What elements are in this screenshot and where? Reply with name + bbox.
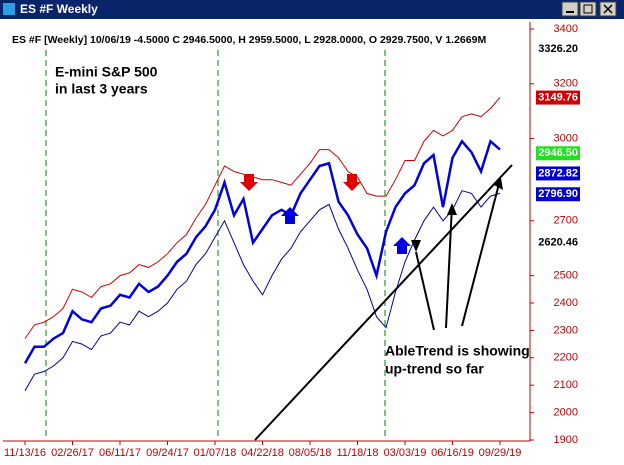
price-marker-box [536, 42, 580, 57]
window-title: ES #F Weekly [20, 2, 98, 16]
price-marker-label: 2796.90 [538, 188, 578, 200]
x-tick-label: 03/03/19 [384, 447, 427, 459]
y-tick-label: 2000 [554, 407, 578, 419]
annotation: E-mini S&P 500 [55, 64, 158, 80]
series-line [24, 97, 501, 339]
y-tick-label: 3400 [554, 23, 578, 35]
y-tick-label: 1900 [554, 434, 578, 446]
sell-arrow [343, 174, 361, 191]
price-marker-label: 2620.46 [538, 237, 578, 249]
y-tick-label: 2400 [554, 297, 578, 309]
annotation: in last 3 years [55, 81, 148, 97]
x-tick-label: 11/18/18 [336, 447, 378, 459]
y-tick-label: 2700 [554, 215, 578, 227]
x-tick-label: 08/05/18 [289, 447, 332, 459]
minimize-button[interactable] [561, 1, 579, 17]
price-marker-box [536, 187, 580, 202]
annotation: AbleTrend is showing [385, 343, 530, 359]
y-tick-label: 3200 [554, 78, 578, 90]
price-marker-box [536, 90, 580, 105]
y-tick-label: 3000 [554, 133, 578, 145]
window-buttons [561, 1, 617, 17]
x-tick-label: 09/24/17 [146, 447, 189, 459]
trend-line [254, 164, 513, 441]
price-marker-box [536, 166, 580, 181]
close-icon [603, 4, 613, 14]
y-tick-label: 2100 [554, 379, 578, 391]
y-tick-label: 2500 [554, 270, 578, 282]
app-icon [3, 3, 15, 15]
price-marker-label: 2872.82 [538, 167, 578, 179]
x-tick-label: 01/07/18 [194, 447, 237, 459]
x-tick-label: 02/26/17 [51, 447, 94, 459]
drawings [240, 164, 513, 441]
price-marker-label: 3149.76 [538, 91, 578, 103]
price-marker-label: 3326.20 [538, 43, 578, 55]
pointer-lines [415, 179, 501, 331]
x-tick-label: 11/13/16 [4, 447, 46, 459]
x-tick-label: 09/29/19 [479, 447, 522, 459]
title-bar [0, 0, 624, 19]
x-tick-label: 06/16/19 [431, 447, 474, 459]
plot: 1900 2000 2100 2200 2300 2400 2500 2700 3000 3200… [4, 23, 580, 459]
y-tick-label: 2200 [554, 352, 578, 364]
year-dividers [45, 50, 386, 440]
x-tick-label: 04/22/18 [241, 447, 284, 459]
price-marker-box [536, 146, 580, 161]
series-line [23, 139, 501, 364]
x-tick-label: 06/11/17 [99, 447, 141, 459]
y-tick-label: 2300 [554, 324, 578, 336]
series-line [24, 190, 501, 391]
annotation: up-trend so far [385, 361, 484, 377]
maximize-button[interactable] [579, 1, 597, 17]
price-marker-box [536, 235, 580, 250]
pointer-heads [411, 178, 503, 252]
price-marker-label: 2946.50 [538, 147, 578, 159]
chart-header: ES #F [Weekly] 10/06/19 -4.5000 C 2946.5… [12, 34, 486, 46]
sell-arrow [240, 174, 258, 191]
buy-arrow [393, 237, 411, 254]
buy-arrow [281, 207, 299, 224]
maximize-icon [583, 4, 593, 14]
